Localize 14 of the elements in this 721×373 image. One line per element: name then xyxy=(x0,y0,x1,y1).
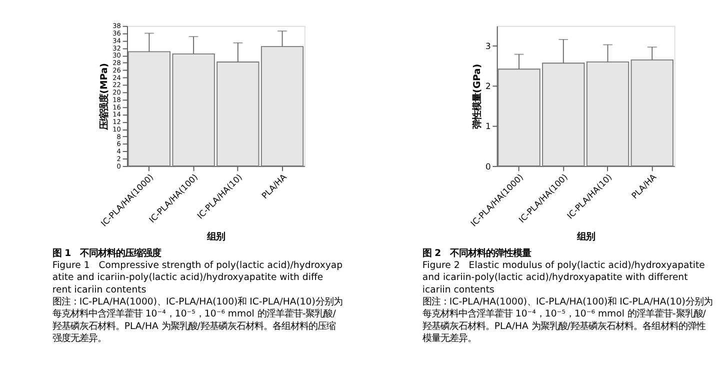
y-tick-label: 3 xyxy=(485,41,491,52)
text: 图注：IC-PLA/HA(1000)、IC-PLA/HA(100)和 IC-PLA/HA(10)分别为每克材料中含淫羊藿苷 10⁻⁴，10⁻⁵，10⁻⁶ mmol 的淫羊藿苷-聚乳酸/羟基磷灰石材料。PLA/HA 为聚乳酸/羟基磷灰石材料。各组材料的压缩强度无差异。 xyxy=(52,296,342,344)
y-tick-label: 1 xyxy=(485,121,491,132)
text: 图注：IC-PLA/HA(1000)、IC-PLA/HA(100)和 IC-PLA/HA(10)分别为每克材料中含淫羊藿苷 10⁻⁴，10⁻⁵，10⁻⁶ mmol 的淫羊藿苷-聚乳酸/羟基磷灰石材料。PLA/HA 为聚乳酸/羟基磷灰石材料。各组材料的弹性模量无差异。 xyxy=(422,296,712,344)
y-axis-title: 弹性模量(GPa) xyxy=(472,64,483,129)
text: Figure 1 Compressive strength of poly(lactic acid)/hydroxyapatite and icariin-poly(lactic acid)/hydroxyapatite with different icariin contents xyxy=(52,260,343,296)
y-tick-label: 0 xyxy=(485,161,491,172)
text: 图 1 不同材料的压缩强度 xyxy=(52,248,162,259)
text: 图 2 不同材料的弹性模量 xyxy=(422,248,532,259)
y-axis-title: 压缩强度(MPa) xyxy=(99,63,110,131)
x-axis-title: 组别 xyxy=(576,232,596,243)
x-axis-title: 组别 xyxy=(206,232,226,243)
y-tick-label: 2 xyxy=(485,81,491,92)
text: Figure 2 Elastic modulus of poly(lactic acid)/hydroxyapatite and icariin-poly(lactic acid)/hydroxyapatite with different icariin contents xyxy=(422,260,706,296)
